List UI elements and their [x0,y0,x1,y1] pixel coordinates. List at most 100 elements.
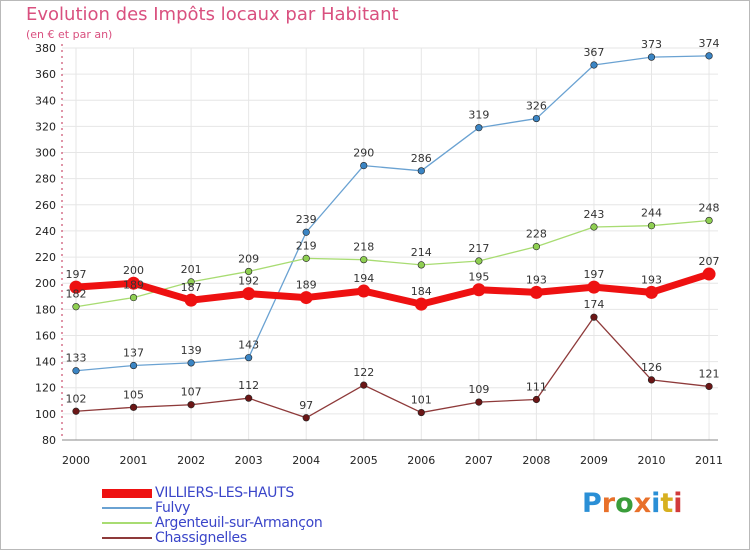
point-chassignelles [129,403,138,411]
x-tick-label: 2000 [62,454,90,467]
data-label-argenteuil-sur-armancon: 248 [699,201,720,214]
point-argenteuil-sur-armancon [302,254,310,262]
y-tick-label: 280 [35,173,56,186]
data-label-argenteuil-sur-armancon: 217 [468,242,489,255]
legend-item-chassignelles: Chassignelles [102,530,247,546]
logo-letter: i [673,488,683,519]
legend-label-fulvy: Fulvy [155,500,191,516]
point-fulvy [590,61,598,69]
data-label-argenteuil-sur-armancon: 189 [123,279,144,292]
legend-item-argenteuil: Argenteuil-sur-Armançon [102,515,323,531]
x-tick-label: 2006 [407,454,435,467]
data-label-villiers-les-hauts: 207 [699,255,720,268]
data-label-villiers-les-hauts: 195 [468,271,489,284]
x-tick-label: 2002 [177,454,205,467]
point-fulvy [705,52,713,60]
x-tick-label: 2001 [120,454,148,467]
point-chassignelles [302,414,310,422]
data-label-fulvy: 133 [66,352,87,365]
chart-subtitle: (en € et par an) [26,28,113,41]
series-line-argenteuil-sur-armancon [75,219,710,308]
legend-swatch-fulvy [102,507,152,509]
point-fulvy [302,228,310,236]
point-fulvy [245,354,253,362]
data-label-argenteuil-sur-armancon: 244 [641,207,662,220]
data-label-chassignelles: 109 [468,383,489,396]
legend-item-villiers: VILLIERS-LES-HAUTS [102,485,294,501]
point-chassignelles [647,376,656,384]
y-tick-label: 240 [35,225,56,238]
data-label-villiers-les-hauts: 194 [353,272,374,285]
data-label-chassignelles: 105 [123,388,144,401]
legend-label-villiers: VILLIERS-LES-HAUTS [155,485,294,501]
data-label-fulvy: 137 [123,347,144,360]
data-label-chassignelles: 107 [181,386,202,399]
x-tick-label: 2011 [695,454,723,467]
data-label-chassignelles: 122 [353,366,374,379]
y-tick-label: 260 [35,199,56,212]
point-fulvy [72,367,80,375]
data-label-fulvy: 239 [296,213,317,226]
legend-swatch-chassignelles [102,537,152,539]
data-label-chassignelles: 174 [583,298,604,311]
x-tick-label: 2003 [235,454,263,467]
point-chassignelles [475,398,483,406]
data-label-fulvy: 143 [238,339,259,352]
point-argenteuil-sur-armancon [360,256,368,264]
data-label-villiers-les-hauts: 193 [526,273,547,286]
y-tick-label: 180 [35,303,56,316]
logo-letter: i [651,488,661,519]
point-villiers-les-hauts [127,276,141,290]
data-label-argenteuil-sur-armancon: 218 [353,241,374,254]
point-chassignelles [705,382,713,391]
point-fulvy [417,167,425,175]
y-tick-label: 220 [35,251,56,264]
point-argenteuil-sur-armancon [705,216,713,225]
legend-swatch-argenteuil [102,522,152,524]
point-villiers-les-hauts [587,280,601,294]
x-tick-label: 2007 [465,454,493,467]
point-fulvy [360,162,368,170]
logo-letter: o [615,488,634,519]
proxiti-logo: Proxiti [582,488,683,519]
data-label-fulvy: 367 [583,46,604,59]
point-villiers-les-hauts [529,285,543,299]
data-label-chassignelles: 101 [411,394,432,407]
point-fulvy [647,53,656,61]
logo-letter: t [660,488,674,519]
data-label-fulvy: 326 [526,100,547,113]
point-chassignelles [360,381,368,389]
point-argenteuil-sur-armancon [187,278,195,286]
data-label-fulvy: 286 [411,152,432,165]
y-tick-label: 200 [35,277,56,290]
data-label-chassignelles: 102 [66,392,87,405]
data-label-villiers-les-hauts: 200 [123,264,144,277]
point-villiers-les-hauts [357,284,371,298]
legend-label-argenteuil: Argenteuil-sur-Armançon [155,515,323,531]
data-label-villiers-les-hauts: 193 [641,273,662,286]
logo-letter: x [633,488,652,519]
point-argenteuil-sur-armancon [417,261,425,269]
y-tick-label: 140 [35,356,56,369]
y-tick-label: 100 [35,408,56,421]
chart-title: Evolution des Impôts locaux par Habitant [26,4,399,25]
point-argenteuil-sur-armancon [532,243,541,251]
point-villiers-les-hauts [242,287,256,301]
data-label-chassignelles: 126 [641,361,662,374]
point-chassignelles [590,313,598,321]
point-fulvy [475,124,483,132]
point-fulvy [532,114,541,123]
data-label-fulvy: 373 [641,38,662,51]
plot-area [62,48,718,440]
data-label-argenteuil-sur-armancon: 228 [526,228,547,241]
data-label-chassignelles: 97 [299,399,313,412]
point-chassignelles [187,401,195,409]
data-label-argenteuil-sur-armancon: 182 [66,288,87,301]
point-chassignelles [72,407,80,415]
y-tick-label: 120 [35,382,56,395]
point-fulvy [129,361,138,370]
point-villiers-les-hauts [472,283,486,297]
data-label-fulvy: 374 [699,37,720,50]
point-villiers-les-hauts [702,267,716,281]
